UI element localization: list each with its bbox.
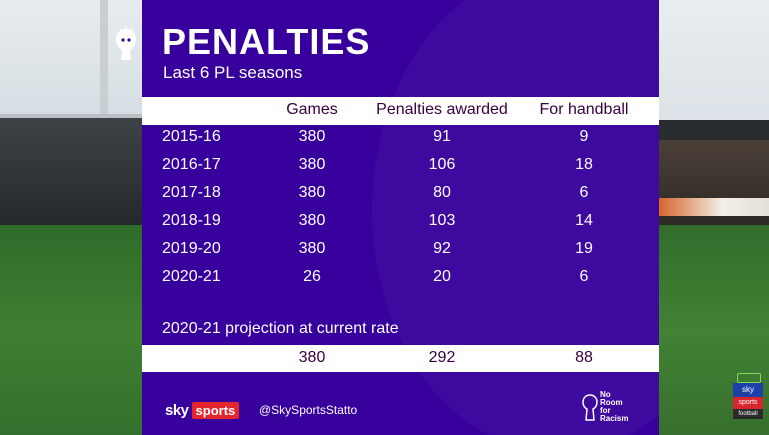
handball-cell: 6 [579,184,589,201]
table-body: 2015-16 380 91 9 2016-17 380 106 18 2017… [142,124,659,292]
campaign-line: Room [600,398,623,407]
badge-sky: sky [733,383,763,397]
campaign-line: Racism [600,414,629,423]
projection-row: 380 292 88 [142,345,659,372]
table-row: 2016-17 380 106 18 [142,152,659,180]
projection-games: 380 [298,349,326,366]
table-row: 2018-19 380 103 14 [142,208,659,236]
games-cell: 380 [298,184,326,201]
penalties-cell: 106 [428,156,456,173]
premier-league-lion-icon [116,27,136,60]
column-header-games: Games [286,101,338,118]
games-cell: 380 [298,240,326,257]
stand-left [0,118,150,230]
games-cell: 380 [298,128,326,145]
table-row: 2015-16 380 91 9 [142,124,659,152]
badge-outline-icon [737,373,761,383]
handball-cell: 6 [579,268,589,285]
table-row: 2019-20 380 92 19 [142,236,659,264]
sports-wordmark: sports [191,401,240,419]
handball-cell: 18 [575,156,593,173]
season-cell: 2020-21 [162,268,221,285]
sky-wordmark: sky [165,401,189,419]
season-cell: 2019-20 [162,240,221,257]
games-cell: 26 [303,268,321,285]
table-row: 2020-21 26 20 6 [142,264,659,292]
stand-right [654,140,769,230]
penalties-cell: 91 [433,128,451,145]
graphic-title: PENALTIES [162,21,371,62]
handball-cell: 9 [579,128,589,145]
games-cell: 380 [298,156,326,173]
season-cell: 2018-19 [162,212,221,229]
floodlight-tower [100,0,108,125]
no-room-for-racism-badge: No Room for Racism [580,389,638,425]
column-header-penalties: Penalties awarded [376,101,508,118]
broadcast-corner-badge: sky sports football [733,373,763,423]
penalties-cell: 20 [433,268,451,285]
advertising-board [654,198,769,216]
pitch-left [0,225,150,435]
projection-handball: 88 [575,349,593,366]
sky-left [0,0,150,125]
campaign-line: No [600,390,611,399]
badge-sports: sports [733,397,763,409]
lion-outline-icon [582,394,598,421]
season-cell: 2017-18 [162,184,221,201]
twitter-handle: @SkySportsStatto [259,403,358,417]
stand-roof-right [659,120,769,140]
column-header-handball: For handball [539,101,629,118]
penalties-cell: 80 [433,184,451,201]
penalties-cell: 92 [433,240,451,257]
projection-penalties: 292 [428,349,456,366]
sky-sports-logo: sky sports [165,400,240,420]
season-cell: 2016-17 [162,156,221,173]
season-cell: 2015-16 [162,128,221,145]
campaign-line: for [600,406,611,415]
games-cell: 380 [298,212,326,229]
table-row: 2017-18 380 80 6 [142,180,659,208]
handball-cell: 19 [575,240,593,257]
handball-cell: 14 [575,212,593,229]
projection-label: 2020-21 projection at current rate [162,320,399,337]
graphic-subtitle: Last 6 PL seasons [163,63,303,82]
badge-football: football [733,409,763,419]
penalties-cell: 103 [428,212,456,229]
table-header: Games Penalties awarded For handball [142,97,659,125]
